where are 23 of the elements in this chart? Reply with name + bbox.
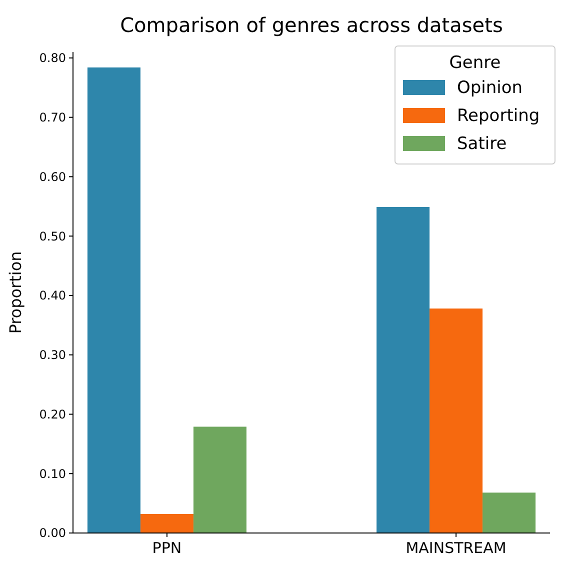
- legend-label: Satire: [457, 134, 507, 154]
- y-tick-label: 0.10: [39, 466, 66, 481]
- bar: [376, 206, 430, 533]
- y-tick-label: 0.00: [39, 526, 66, 540]
- bar: [87, 67, 140, 533]
- y-tick-label: 0.30: [39, 348, 66, 362]
- y-tick-label: 0.20: [39, 407, 66, 422]
- chart-title: Comparison of genres across datasets: [120, 13, 503, 37]
- bar: [193, 426, 246, 533]
- bar: [482, 492, 536, 533]
- legend-title: Genre: [449, 53, 501, 73]
- bar: [140, 514, 194, 533]
- y-tick-label: 0.60: [39, 170, 66, 184]
- x-tick-label: PPN: [152, 539, 182, 557]
- y-axis-title: Proportion: [6, 251, 25, 334]
- legend-label: Reporting: [457, 106, 540, 126]
- legend-label: Opinion: [457, 78, 523, 98]
- y-tick-label: 0.80: [39, 51, 66, 66]
- y-tick-label: 0.40: [39, 288, 66, 303]
- y-tick-label: 0.50: [39, 229, 66, 244]
- y-tick-label: 0.70: [39, 110, 66, 125]
- bar: [430, 308, 483, 533]
- x-tick-label: MAINSTREAM: [406, 539, 506, 557]
